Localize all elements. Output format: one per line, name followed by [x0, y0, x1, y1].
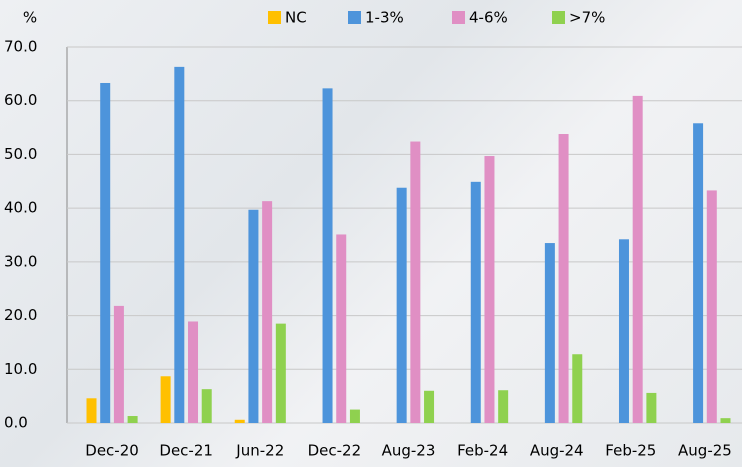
x-tick-label: Dec-21 [159, 442, 213, 460]
x-tick-label: Aug-25 [678, 442, 732, 460]
y-tick-label: 70.0 [4, 38, 37, 56]
bar [693, 123, 704, 423]
bar [618, 239, 629, 423]
x-tick-label: Feb-24 [457, 442, 508, 460]
bar [410, 141, 421, 423]
y-axis-label: % [23, 9, 37, 27]
bar [174, 66, 185, 424]
bar [572, 354, 583, 423]
y-tick-label: 30.0 [4, 252, 37, 270]
bar [188, 321, 199, 423]
bar [262, 201, 273, 423]
bar [160, 376, 171, 423]
y-tick-label: 20.0 [4, 306, 37, 324]
bar [498, 390, 509, 423]
bar [558, 134, 569, 423]
legend-swatch [268, 11, 281, 24]
bar [349, 409, 360, 423]
bar [201, 389, 212, 423]
bar [336, 234, 347, 423]
legend-label: >7% [569, 9, 605, 27]
bar [424, 390, 435, 423]
bar [322, 88, 333, 424]
y-tick-label: 10.0 [4, 360, 37, 378]
bar [86, 398, 97, 423]
legend-label: 1-3% [365, 9, 404, 27]
x-tick-label: Dec-20 [85, 442, 139, 460]
y-tick-label: 40.0 [4, 199, 37, 217]
legend-label: NC [285, 9, 307, 27]
legend-swatch [348, 11, 361, 24]
legend-swatch [452, 11, 465, 24]
bar [234, 419, 245, 423]
bar [544, 243, 555, 423]
bar [720, 418, 731, 423]
bar [100, 82, 111, 423]
legend-swatch [552, 11, 565, 24]
bar [632, 95, 643, 423]
y-tick-label: 50.0 [4, 145, 37, 163]
bar [706, 190, 717, 423]
bar [646, 392, 657, 423]
bar [113, 305, 124, 423]
bar [127, 416, 138, 423]
x-tick-label: Dec-22 [308, 442, 362, 460]
bar [484, 156, 495, 424]
x-tick-label: Feb-25 [605, 442, 656, 460]
y-tick-label: 0.0 [4, 414, 28, 432]
x-tick-label: Aug-24 [530, 442, 584, 460]
y-tick-label: 60.0 [4, 91, 37, 109]
bar [470, 181, 481, 423]
bar [248, 209, 259, 423]
bar [275, 323, 286, 423]
x-tick-label: Jun-22 [235, 442, 284, 460]
legend-label: 4-6% [469, 9, 508, 27]
bar [396, 187, 407, 423]
x-tick-label: Aug-23 [382, 442, 436, 460]
